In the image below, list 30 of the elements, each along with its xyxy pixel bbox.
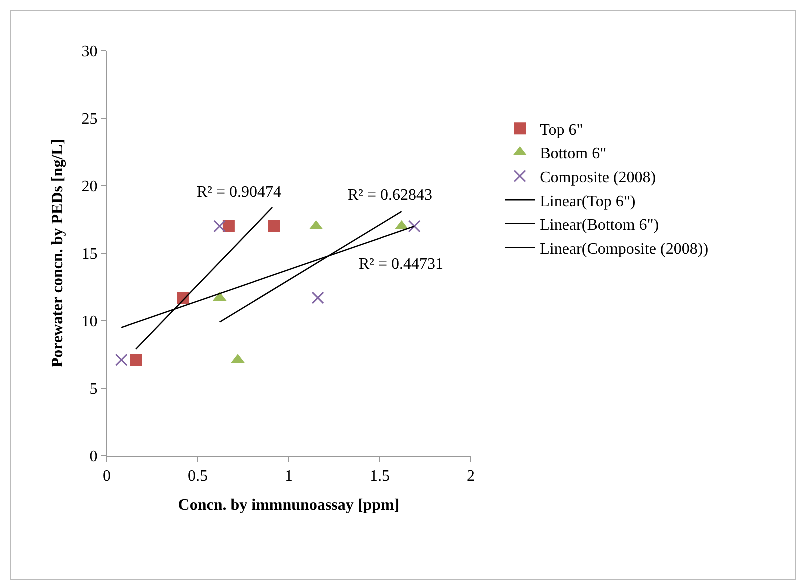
- y-tick-label: 5: [90, 381, 98, 398]
- annotation: R² = 0.90474: [197, 184, 282, 201]
- point: [268, 220, 280, 232]
- point: [214, 220, 226, 233]
- annotation: R² = 0.62843: [348, 187, 432, 204]
- point: [130, 354, 142, 366]
- x-tick-label: 0.5: [188, 468, 208, 486]
- legend-label: Linear(Top 6"): [540, 193, 636, 210]
- point: [115, 354, 128, 366]
- point: [408, 220, 421, 233]
- legend-label: Linear(Composite (2008)): [540, 240, 709, 258]
- point: [222, 220, 235, 232]
- y-axis-title: Porewater concn. by PEDs [ng/L]: [50, 139, 67, 368]
- x-tick-label: 2: [467, 468, 475, 486]
- y-tick-label: 20: [82, 178, 98, 196]
- legend-label: Bottom 6": [540, 146, 607, 163]
- annotation: R² = 0.44731: [359, 256, 444, 273]
- y-tick-label: 15: [82, 246, 98, 264]
- point: [312, 292, 324, 304]
- x-tick-label: 1.5: [370, 468, 390, 486]
- x-tick-label: 1: [285, 468, 293, 486]
- legend-label: Composite (2008): [540, 169, 656, 186]
- legend-label: Top 6": [540, 122, 584, 139]
- x-tick-label: 0: [103, 468, 111, 486]
- y-tick-label: 10: [82, 314, 98, 331]
- y-tick-label: 25: [82, 111, 98, 128]
- y-tick-label: 0: [90, 448, 98, 466]
- y-tick-label: 30: [82, 44, 98, 61]
- legend-label: Linear(Bottom 6"): [540, 217, 660, 234]
- x-axis-title: Concn. by immnunoassay [ppm]: [178, 496, 400, 514]
